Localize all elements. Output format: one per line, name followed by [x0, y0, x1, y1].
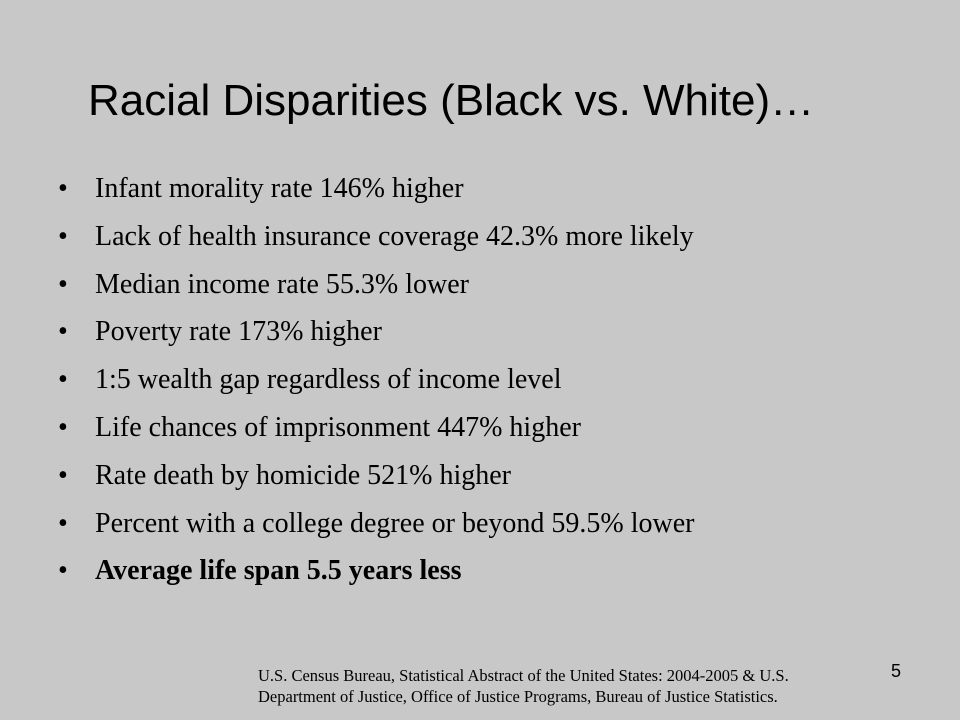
bullet-text: Average life span 5.5 years less [95, 555, 462, 587]
bullet-text: Percent with a college degree or beyond … [95, 507, 695, 539]
source-line: Department of Justice, Office of Justice… [258, 687, 778, 706]
bullet-text: Poverty rate 173% higher [95, 316, 382, 348]
bullet-item: • Poverty rate 173% higher [58, 316, 694, 364]
bullet-item: • Percent with a college degree or beyon… [58, 508, 694, 556]
source-citation: U.S. Census Bureau, Statistical Abstract… [258, 665, 789, 707]
source-line: U.S. Census Bureau, Statistical Abstract… [258, 666, 789, 685]
bullet-list: • Infant morality rate 146% higher • Lac… [58, 173, 694, 603]
bullet-dot-icon: • [58, 411, 68, 443]
bullet-text: Lack of health insurance coverage 42.3% … [95, 220, 694, 252]
bullet-dot-icon: • [58, 364, 68, 396]
bullet-dot-icon: • [58, 268, 68, 300]
bullet-item: • Life chances of imprisonment 447% high… [58, 412, 694, 460]
bullet-dot-icon: • [58, 459, 68, 491]
bullet-text: Median income rate 55.3% lower [95, 268, 469, 300]
bullet-item: • Rate death by homicide 521% higher [58, 460, 694, 508]
bullet-item: • Infant morality rate 146% higher [58, 173, 694, 221]
bullet-dot-icon: • [58, 555, 68, 587]
bullet-dot-icon: • [58, 173, 68, 204]
bullet-dot-icon: • [58, 220, 68, 252]
bullet-dot-icon: • [58, 507, 68, 539]
bullet-text: Rate death by homicide 521% higher [95, 459, 511, 491]
bullet-dot-icon: • [58, 316, 68, 348]
bullet-text: 1:5 wealth gap regardless of income leve… [95, 364, 562, 396]
bullet-item: • Median income rate 55.3% lower [58, 269, 694, 317]
bullet-text: Infant morality rate 146% higher [95, 173, 464, 204]
bullet-item: • Lack of health insurance coverage 42.3… [58, 221, 694, 269]
bullet-item: • 1:5 wealth gap regardless of income le… [58, 364, 694, 412]
bullet-item-emphasized: • Average life span 5.5 years less [58, 555, 694, 603]
bullet-text: Life chances of imprisonment 447% higher [95, 411, 581, 443]
page-number: 5 [891, 661, 902, 681]
slide-title: Racial Disparities (Black vs. White)… [88, 76, 815, 125]
